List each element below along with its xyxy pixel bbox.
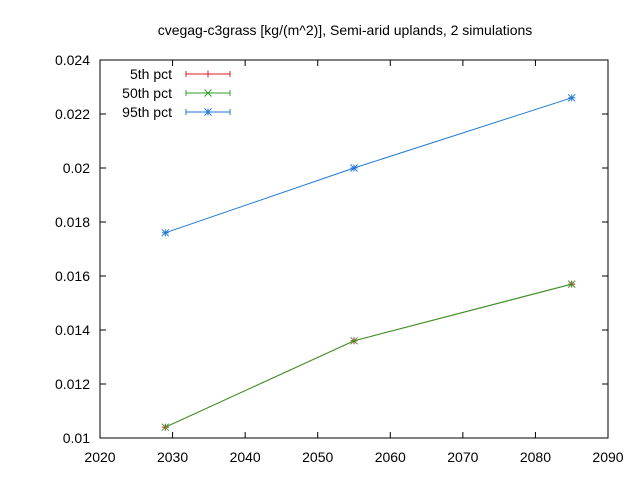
data-point [567,280,576,288]
x-tick-label: 2060 [375,449,406,465]
data-point [161,228,170,237]
y-tick-label: 0.012 [55,376,90,392]
y-tick-label: 0.018 [55,214,90,230]
legend-item: 50th pct [122,85,231,101]
series-line [165,97,572,234]
series-2 [161,93,576,237]
data-point [161,423,170,432]
series-layer [161,93,576,432]
y-tick-label: 0.014 [55,322,90,338]
x-tick-label: 2070 [447,449,478,465]
y-tick-label: 0.016 [55,268,90,284]
series-1 [161,280,576,432]
x-tick-label: 2080 [520,449,551,465]
x-tick-label: 2030 [157,449,188,465]
chart-title: cvegag-c3grass [kg/(m^2)], Semi-arid upl… [158,22,533,38]
series-0 [161,280,576,431]
data-point [567,93,576,102]
data-point [350,164,358,172]
data-point [350,336,358,345]
series-line [165,283,572,428]
legend-label: 95th pct [122,104,172,120]
x-tick-label: 2090 [592,449,623,465]
legend-marker [204,70,212,78]
legend-label: 5th pct [130,66,172,82]
x-tick-label: 2040 [230,449,261,465]
y-tick-label: 0.024 [55,52,90,68]
y-tick-label: 0.01 [63,430,90,446]
legend-item: 95th pct [122,104,231,120]
legend-marker [204,108,212,116]
legend-marker [204,89,212,97]
legend: 5th pct 50th pct 95th pct [122,66,231,120]
y-tick-label: 0.022 [55,106,90,122]
legend-item: 5th pct [130,66,231,82]
series-line [165,283,572,428]
legend-label: 50th pct [122,85,172,101]
x-tick-label: 2050 [302,449,333,465]
y-tick-label: 0.02 [63,160,90,176]
x-tick-label: 2020 [84,449,115,465]
plot-frame [99,59,609,439]
plot-axes: 2020 2030 2040 2050 2060 2070 2080 2090 0.01 0.01… [55,52,624,465]
